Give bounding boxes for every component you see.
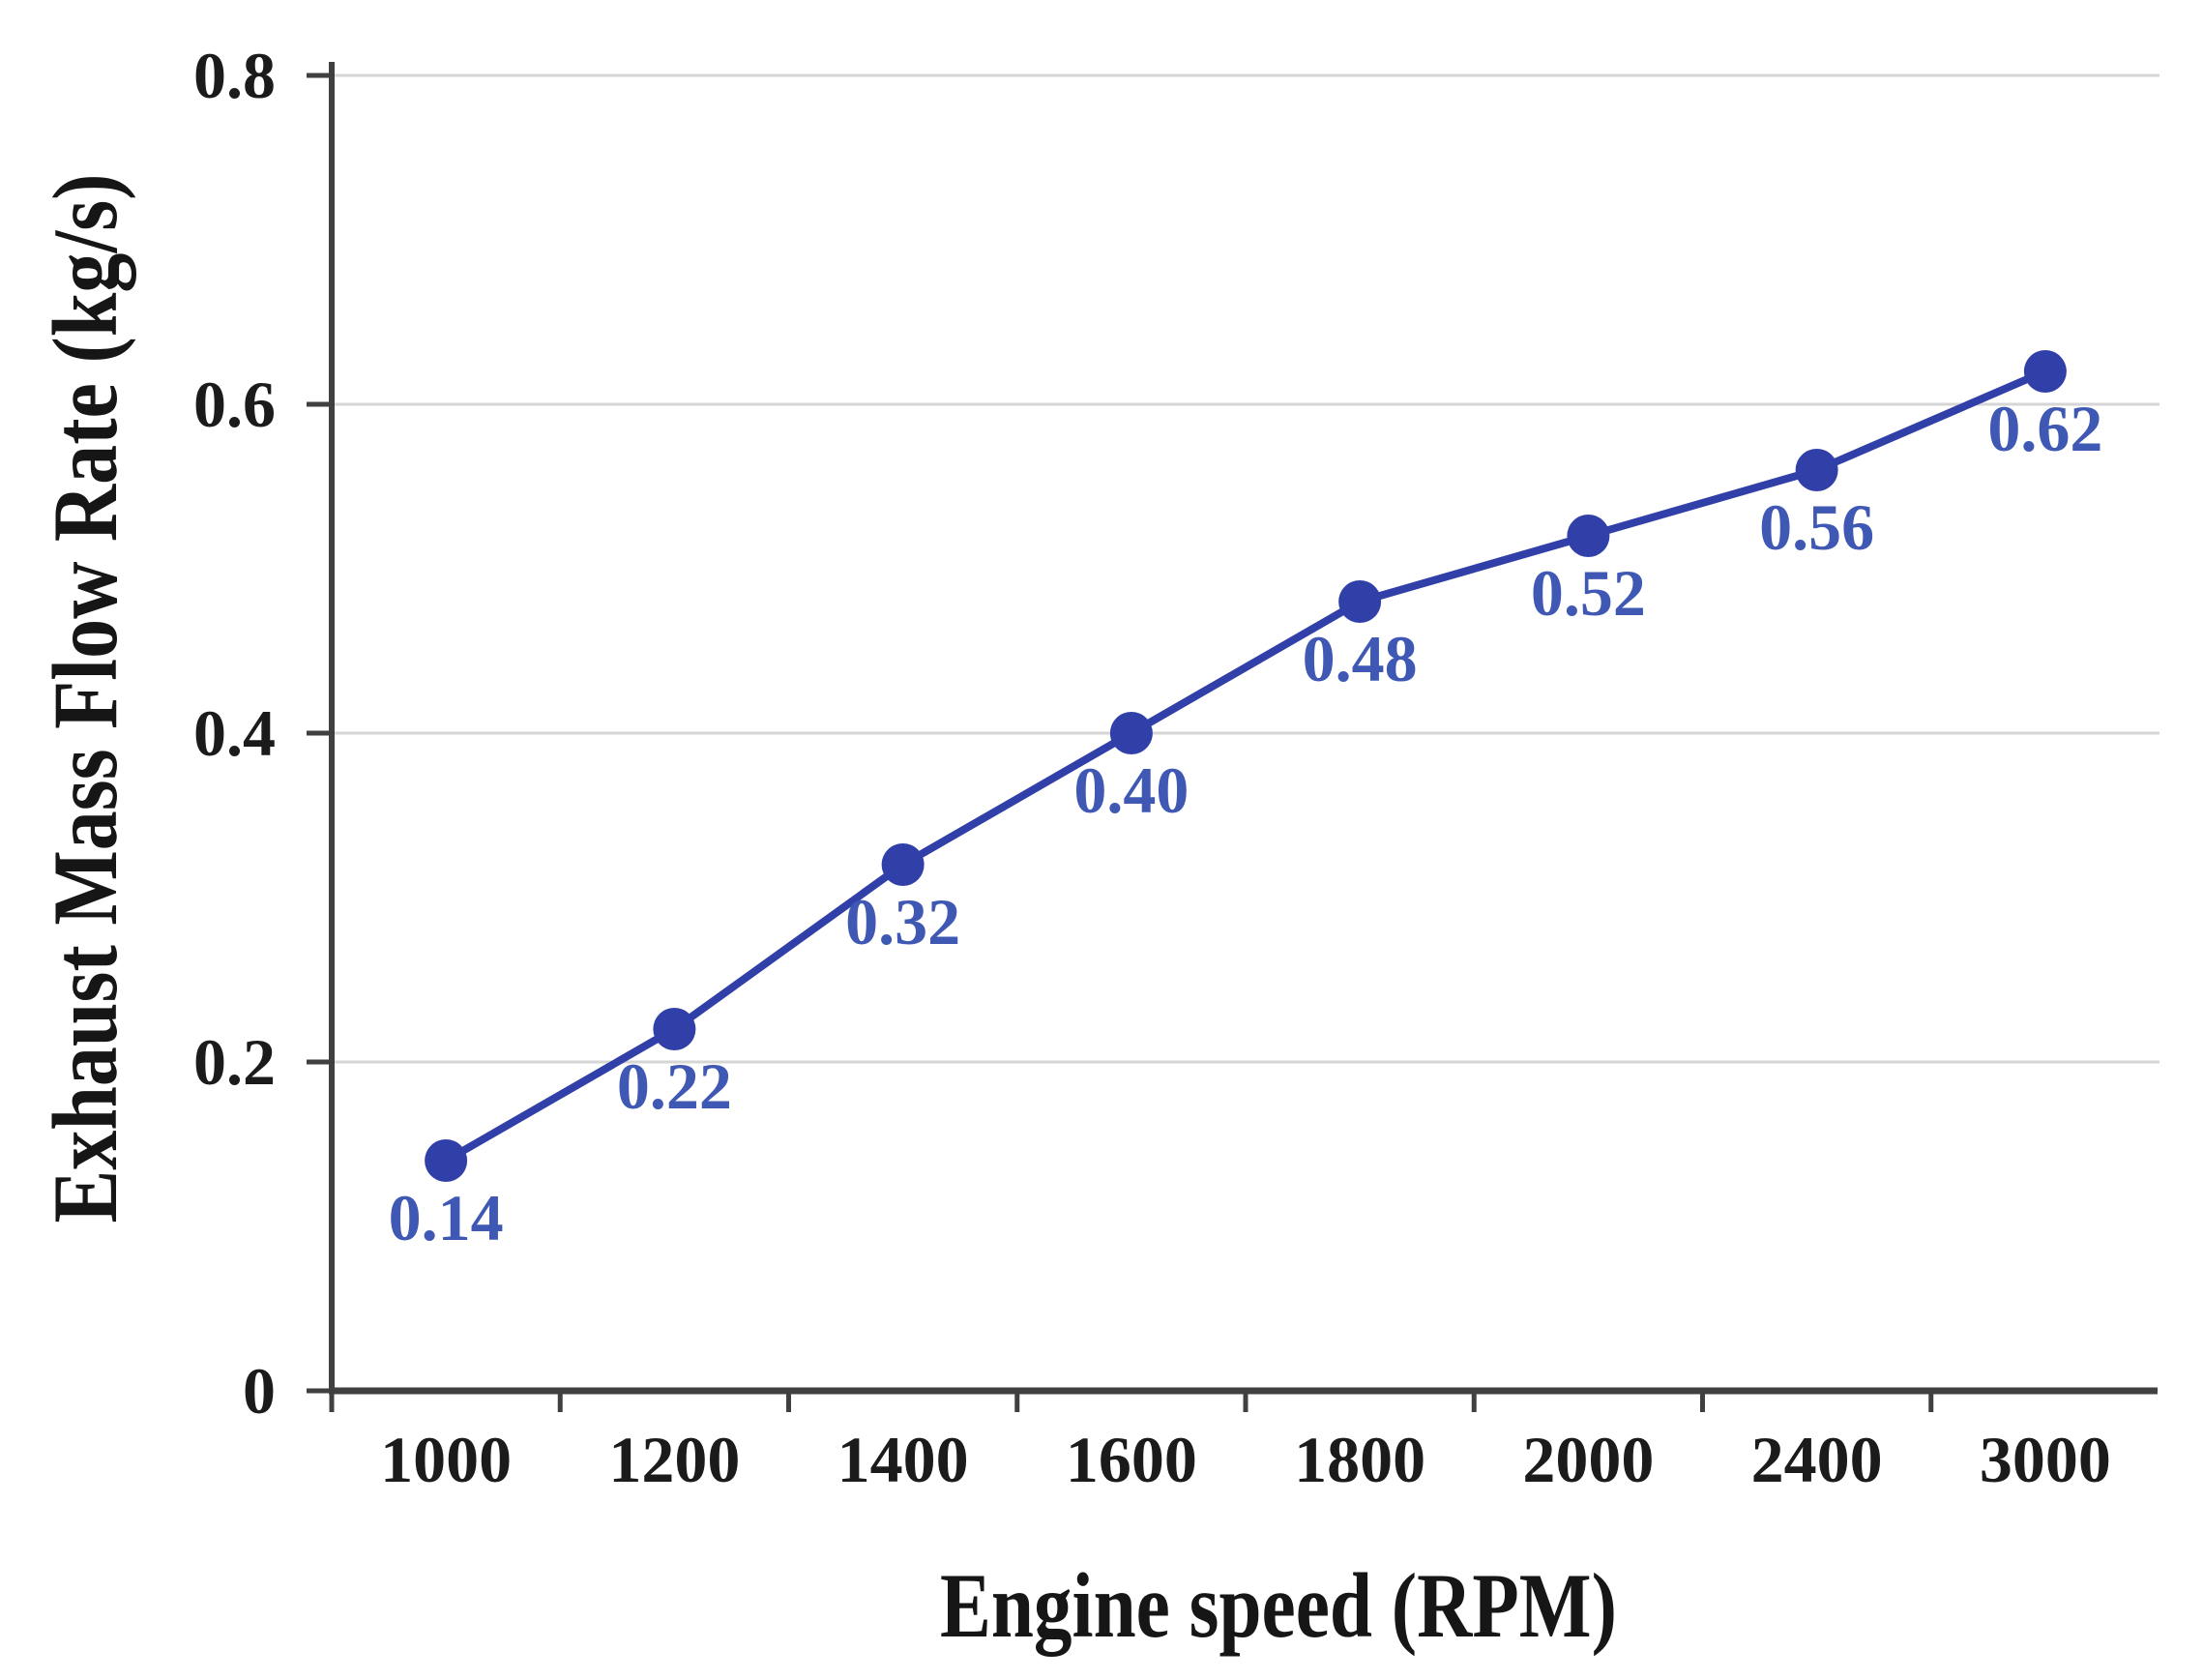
data-point-1600 bbox=[1109, 712, 1153, 754]
series-line bbox=[442, 368, 2049, 1164]
y-tick-label-0.6: 0.6 bbox=[193, 368, 276, 441]
x-tick-label-2400: 2400 bbox=[1751, 1423, 1883, 1496]
data-label-3000: 0.62 bbox=[1987, 392, 2102, 465]
x-tick-label-1800: 1800 bbox=[1294, 1423, 1425, 1496]
x-axis-title: Engine speed (RPM) bbox=[940, 1554, 1617, 1657]
gridlines bbox=[332, 74, 2159, 1064]
data-label-1200: 0.22 bbox=[617, 1049, 732, 1123]
data-label-1000: 0.14 bbox=[389, 1181, 504, 1254]
y-tick-label-0.8: 0.8 bbox=[193, 39, 276, 112]
data-point-1000 bbox=[425, 1139, 468, 1182]
series-exhaust-mass-flow bbox=[425, 350, 2067, 1182]
y-tick-label-0: 0 bbox=[243, 1354, 276, 1428]
x-tick-label-1200: 1200 bbox=[608, 1423, 740, 1496]
axes bbox=[307, 62, 2158, 1412]
data-point-3000 bbox=[2023, 350, 2067, 393]
y-axis-tick-labels: 0 0.2 0.4 0.6 0.8 bbox=[193, 39, 276, 1428]
data-label-1800: 0.48 bbox=[1303, 622, 1418, 695]
x-tick-label-2000: 2000 bbox=[1522, 1423, 1654, 1496]
data-point-1400 bbox=[881, 843, 925, 886]
data-label-1400: 0.32 bbox=[845, 885, 960, 958]
x-tick-label-3000: 3000 bbox=[1980, 1423, 2111, 1496]
y-tick-label-0.2: 0.2 bbox=[193, 1025, 276, 1099]
y-tick-label-0.4: 0.4 bbox=[193, 696, 276, 770]
data-label-2400: 0.56 bbox=[1759, 490, 1874, 564]
data-label-1600: 0.40 bbox=[1073, 753, 1189, 827]
data-labels: 0.14 0.22 0.32 0.40 0.48 0.52 0.56 0.62 bbox=[389, 392, 2103, 1254]
data-point-1800 bbox=[1338, 580, 1382, 623]
data-point-2000 bbox=[1567, 515, 1610, 557]
y-axis-title: Exhaust Mass Flow Rate (kg/s) bbox=[34, 174, 136, 1223]
x-tick-label-1400: 1400 bbox=[837, 1423, 969, 1496]
data-point-2400 bbox=[1795, 449, 1838, 491]
x-axis-tick-labels: 1000 1200 1400 1600 1800 2000 2400 3000 bbox=[380, 1423, 2111, 1496]
x-tick-label-1600: 1600 bbox=[1066, 1423, 1197, 1496]
x-tick-label-1000: 1000 bbox=[380, 1423, 512, 1496]
data-point-1200 bbox=[653, 1008, 696, 1050]
data-label-2000: 0.52 bbox=[1531, 556, 1646, 630]
